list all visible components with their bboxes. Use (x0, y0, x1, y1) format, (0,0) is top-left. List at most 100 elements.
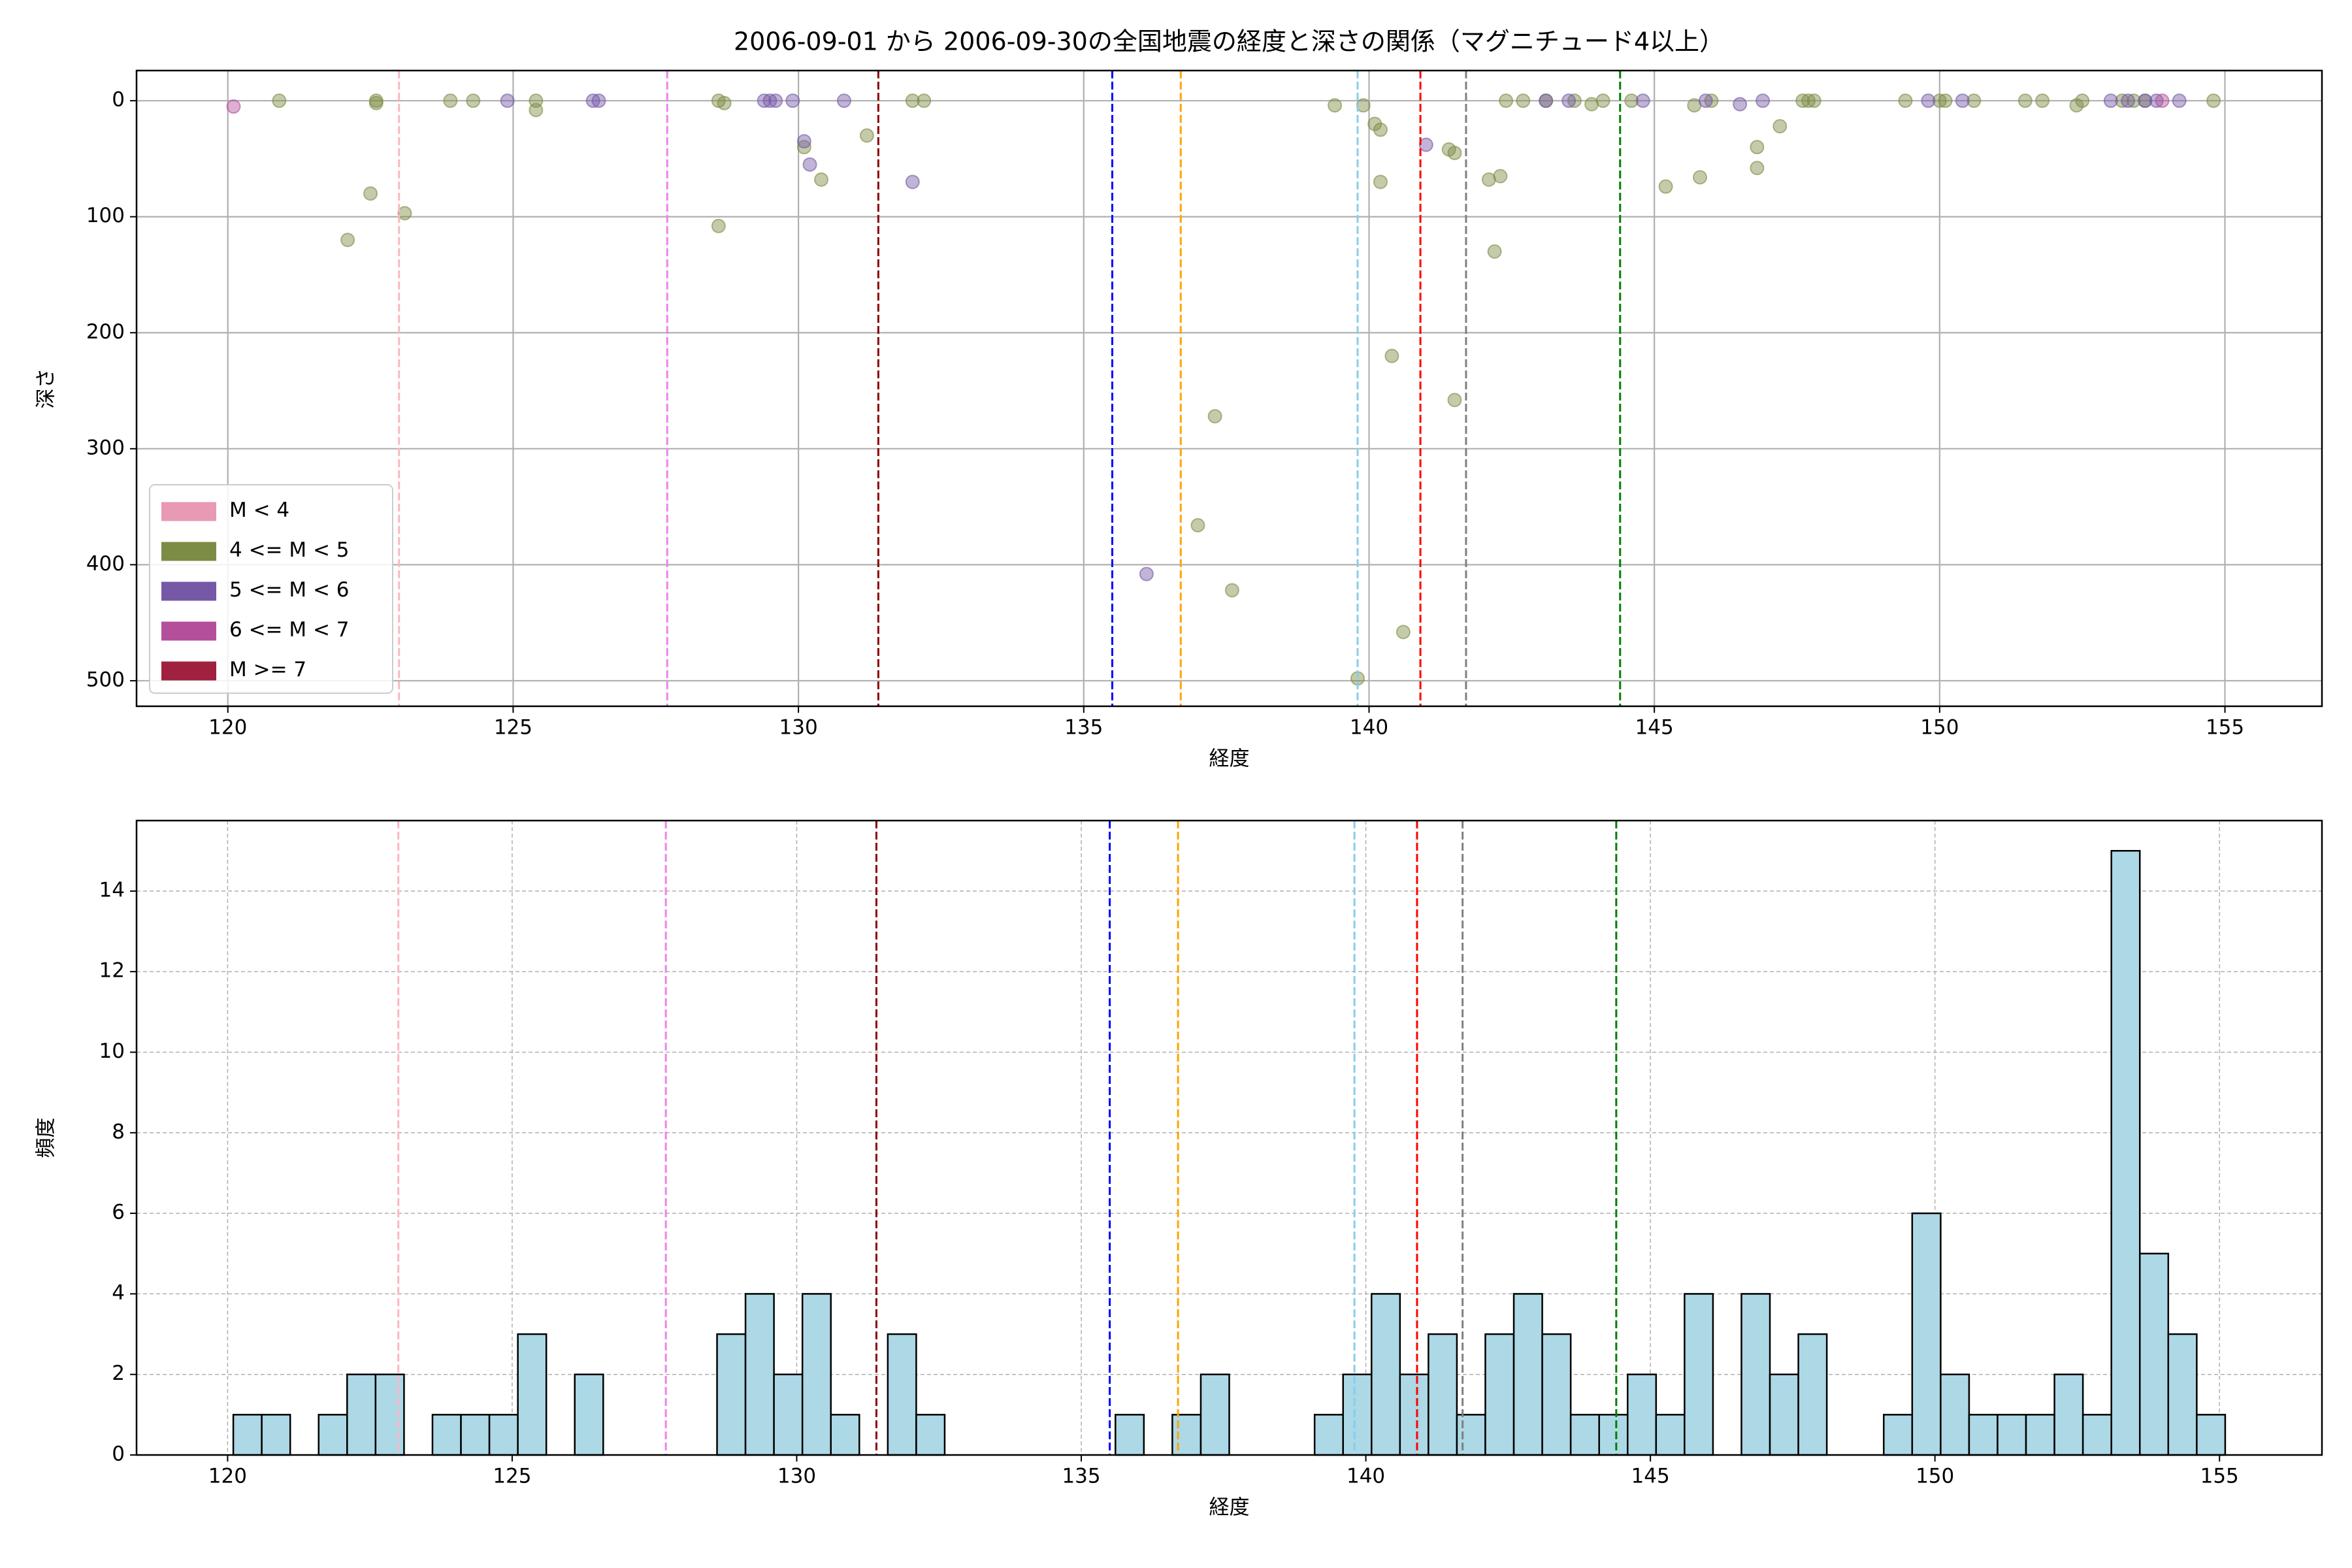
y-tick-label: 14 (99, 878, 125, 902)
histogram-bar (460, 1414, 491, 1456)
histogram-bar (773, 1373, 804, 1456)
data-point (1595, 93, 1610, 108)
data-point (717, 95, 732, 110)
y-tick-label: 12 (99, 959, 125, 983)
legend-swatch (161, 661, 216, 681)
histogram-bar (801, 1293, 832, 1456)
histogram-bar (716, 1333, 747, 1456)
data-point (814, 172, 829, 187)
plot-area: 120 125 130 135 140 145 150 155 0 100 200 300 400 500… (35, 69, 2323, 771)
histogram-bar (1769, 1373, 1799, 1456)
data-point (2121, 93, 2136, 108)
data-point (226, 99, 241, 114)
data-point (443, 93, 458, 108)
y-axis-label: 頻度 (35, 1118, 58, 1158)
histogram-bar (1684, 1293, 1714, 1456)
legend-label: 5 <= M < 6 (229, 578, 350, 602)
data-point (466, 93, 481, 108)
y-tick-label: 8 (112, 1120, 125, 1143)
data-point (757, 93, 772, 108)
histogram-bar (1883, 1414, 1914, 1456)
legend-swatch (161, 502, 216, 521)
data-point (1328, 98, 1343, 113)
histogram-bar (1627, 1373, 1658, 1456)
histogram-bar (1997, 1414, 2027, 1456)
data-point (1493, 169, 1508, 184)
x-tick-label: 150 (1920, 716, 1959, 740)
data-point (1539, 93, 1554, 108)
axes-frame (135, 69, 2323, 708)
x-tick-label: 145 (1631, 1465, 1670, 1488)
histogram-bar (2196, 1414, 2227, 1456)
histogram-bar (1740, 1293, 1771, 1456)
legend-label: M >= 7 (229, 658, 306, 681)
histogram-bar (1313, 1414, 1344, 1456)
data-point (1207, 409, 1222, 424)
data-point (905, 174, 920, 189)
histogram-bar (1940, 1373, 1970, 1456)
legend-swatch (161, 542, 216, 561)
data-point (2138, 93, 2153, 108)
data-point (368, 95, 384, 110)
data-point (2126, 93, 2141, 108)
x-tick-label: 130 (777, 1465, 816, 1488)
data-point (1384, 348, 1399, 363)
data-point (1733, 97, 1748, 112)
data-point (1447, 393, 1462, 408)
y-tick-label: 400 (86, 552, 125, 576)
data-point (1139, 566, 1154, 581)
histogram-bar (488, 1414, 519, 1456)
data-point (2017, 93, 2033, 108)
data-point (1190, 518, 1205, 533)
legend-label: 6 <= M < 7 (229, 618, 350, 642)
histogram-bar (1911, 1212, 1942, 1456)
y-tick-label: 0 (112, 88, 125, 112)
data-point (762, 93, 777, 108)
histogram-bar (1569, 1414, 1600, 1456)
legend-label: M < 4 (229, 498, 289, 522)
y-tick-label: 200 (86, 320, 125, 344)
histogram-bar (2082, 1414, 2112, 1456)
histogram-bar (346, 1373, 377, 1456)
data-point (585, 93, 600, 108)
data-point (1373, 174, 1388, 189)
data-point (1356, 98, 1371, 113)
x-tick-label: 140 (1350, 716, 1388, 740)
histogram-bar (1115, 1414, 1145, 1456)
data-point (340, 233, 355, 248)
y-axis-label: 深さ (35, 368, 58, 409)
x-tick-label: 150 (1916, 1465, 1954, 1488)
histogram-bar (574, 1373, 604, 1456)
data-point (1704, 93, 1719, 108)
histogram-bar (2167, 1333, 2198, 1456)
data-point (1698, 93, 1713, 108)
data-point (802, 157, 817, 172)
data-point (1955, 93, 1970, 108)
x-tick-label: 155 (2206, 716, 2244, 740)
x-tick-label: 145 (1635, 716, 1674, 740)
x-axis-label: 経度 (1209, 747, 1250, 771)
legend-swatch (161, 621, 216, 641)
data-point (1567, 93, 1582, 108)
data-point (905, 93, 920, 108)
histogram-bar (1399, 1373, 1429, 1456)
data-point (2075, 93, 2090, 108)
histogram-bar (374, 1373, 405, 1456)
y-tick-label: 2 (112, 1362, 125, 1385)
histogram-bar (1655, 1414, 1686, 1456)
data-point (500, 93, 515, 108)
y-tick-label: 500 (86, 668, 125, 691)
histogram-bar (1484, 1333, 1515, 1456)
data-point (2115, 93, 2130, 108)
data-point (1224, 583, 1239, 598)
data-point (1932, 93, 1947, 108)
histogram-bar (517, 1333, 547, 1456)
histogram-bar (1797, 1333, 1828, 1456)
y-tick-label: 4 (112, 1281, 125, 1305)
histogram-bar (744, 1293, 775, 1456)
histogram-bar (1598, 1414, 1629, 1456)
histogram-bar (915, 1414, 946, 1456)
legend-frame (149, 484, 393, 694)
data-point (1801, 93, 1816, 108)
